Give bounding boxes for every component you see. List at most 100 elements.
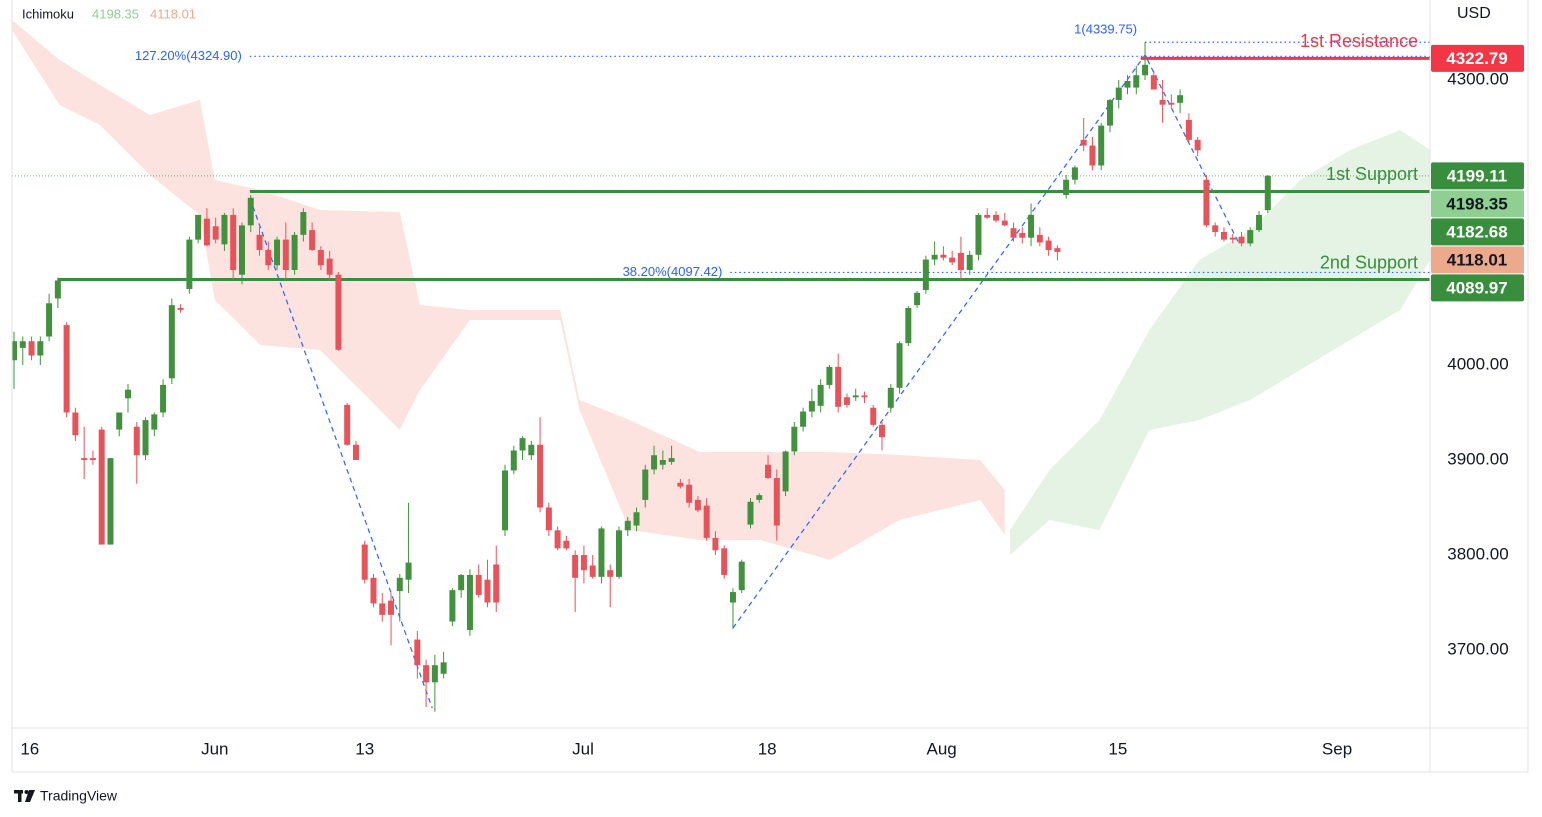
candle-body	[791, 426, 798, 452]
candle-body	[1001, 220, 1008, 226]
candle-body	[686, 484, 693, 503]
y-tick-label: 3900.00	[1447, 449, 1508, 468]
candle-body	[765, 464, 772, 479]
candle-body	[756, 495, 763, 500]
candle-body	[133, 426, 140, 456]
candle-body	[28, 341, 35, 356]
candle-body	[475, 574, 482, 595]
candle-body	[554, 530, 561, 549]
candle-body	[843, 397, 850, 405]
candle-body	[186, 239, 193, 289]
level-label: 2nd Support	[1320, 252, 1418, 272]
x-tick-label: 15	[1108, 739, 1127, 758]
candle-body	[1150, 75, 1157, 90]
candle-body	[449, 590, 456, 622]
candle-body	[396, 577, 403, 592]
candle-body	[63, 325, 70, 413]
candle-body	[247, 197, 254, 226]
candle-body	[677, 482, 684, 487]
candle-body	[694, 499, 701, 511]
candle-body	[168, 305, 175, 379]
candle-body	[282, 239, 289, 270]
candle-body	[352, 444, 359, 460]
y-tick-label: 4000.00	[1447, 354, 1508, 373]
price-tag	[1431, 218, 1524, 246]
candle-body	[335, 274, 342, 350]
brand: TradingView	[40, 788, 118, 804]
candle-body	[659, 459, 666, 465]
candle-body	[1203, 179, 1210, 226]
candle-body	[1115, 87, 1122, 100]
candle-body	[607, 570, 614, 577]
candle-body	[124, 389, 131, 399]
price-tag-label: 4322.79	[1446, 49, 1507, 68]
candle-body	[160, 384, 167, 413]
candle-body	[1229, 237, 1236, 240]
candle-body	[721, 548, 728, 575]
candle-body	[984, 214, 991, 218]
candle-body	[116, 412, 123, 430]
indicator-value: 4198.35	[92, 6, 139, 21]
candle-body	[914, 292, 921, 306]
price-tag-label: 4089.97	[1446, 278, 1507, 297]
candle-body	[46, 303, 53, 337]
candle-body	[81, 458, 88, 460]
ichimoku-cloud	[1010, 129, 1430, 556]
candle-body	[1036, 234, 1043, 243]
candle-body	[589, 565, 596, 577]
candle-body	[528, 444, 535, 456]
price-tag-label: 4182.68	[1446, 222, 1507, 241]
fib-label: 1(4339.75)	[1074, 22, 1137, 37]
candle-body	[1089, 145, 1096, 166]
candle-body	[1220, 231, 1227, 240]
candle-body	[370, 577, 377, 604]
candle-body	[773, 478, 780, 526]
candle-body	[388, 600, 395, 615]
price-tag-label: 4118.01	[1447, 250, 1508, 269]
candle-body	[309, 230, 316, 251]
candle-body	[484, 579, 491, 603]
brand-logo	[14, 790, 35, 802]
candle-body	[747, 501, 754, 525]
zigzag-line	[249, 197, 433, 709]
candle-body	[712, 537, 719, 551]
candle-body	[1028, 214, 1035, 238]
candle-body	[221, 214, 228, 245]
candle-body	[19, 341, 26, 348]
candle-body	[580, 555, 587, 571]
x-tick-label: 16	[20, 739, 39, 758]
candle-body	[519, 438, 526, 451]
candle-body	[37, 341, 44, 356]
candle-body	[1212, 225, 1219, 232]
x-tick-label: Jun	[201, 739, 228, 758]
plot-area	[12, 20, 1430, 712]
candle-body	[1045, 240, 1052, 251]
price-tag-label: 4198.35	[1446, 194, 1507, 213]
candle-body	[957, 252, 964, 270]
candle-body	[624, 520, 631, 531]
candle-body	[1177, 95, 1184, 103]
level-label: 1st Support	[1326, 164, 1418, 184]
candle-body	[931, 254, 938, 260]
candle-body	[203, 218, 210, 246]
x-tick-label: Jul	[572, 739, 594, 758]
candle-body	[54, 280, 61, 299]
candle-body	[1063, 179, 1070, 195]
candle-body	[212, 226, 219, 240]
candle-body	[89, 458, 96, 460]
candle-body	[992, 214, 999, 221]
candle-body	[1080, 139, 1087, 146]
candle-body	[493, 564, 500, 603]
candle-body	[905, 307, 912, 344]
candle-body	[852, 395, 859, 398]
candle-body	[238, 225, 245, 275]
candle-body	[537, 444, 544, 508]
candle-body	[230, 214, 237, 270]
candle-body	[642, 469, 649, 500]
price-tag	[1431, 162, 1524, 190]
candle-body	[949, 257, 956, 263]
price-tag	[1431, 246, 1524, 274]
candle-body	[703, 505, 710, 538]
indicator-value: 4118.01	[150, 6, 196, 21]
